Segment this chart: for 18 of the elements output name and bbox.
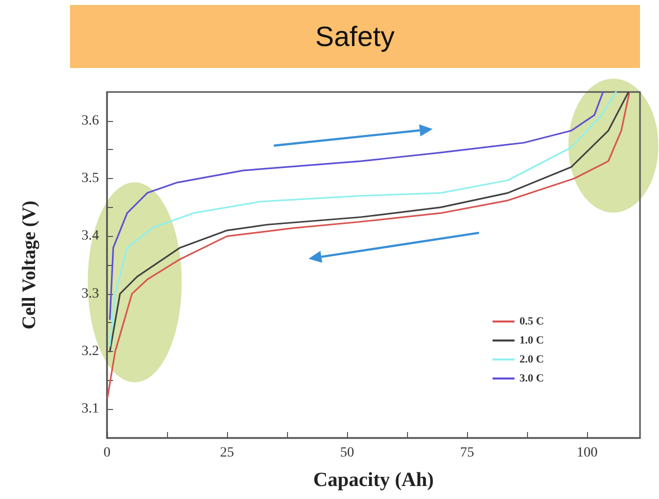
y-tick-label: 3.2 xyxy=(82,344,99,359)
y-axis-title: Cell Voltage (V) xyxy=(19,200,40,330)
chart-title: Safety xyxy=(70,5,640,68)
y-tick-label: 3.1 xyxy=(82,402,99,417)
y-tick-label: 3.4 xyxy=(82,228,99,244)
x-tick-label: 100 xyxy=(576,446,598,460)
legend-label: 1.0 C xyxy=(520,334,544,346)
x-tick-label: 50 xyxy=(340,446,354,460)
y-tick-label: 3.5 xyxy=(82,171,99,186)
legend-label: 2.0 C xyxy=(520,354,544,366)
y-tick-label: 3.3 xyxy=(82,286,99,302)
legend-label: 0.5 C xyxy=(520,316,544,328)
y-tick-label: 3.6 xyxy=(82,113,99,128)
x-axis-title: Capacity (Ah) xyxy=(313,469,434,491)
x-tick-label: 75 xyxy=(460,446,474,460)
x-tick-label: 25 xyxy=(220,446,234,460)
x-tick-label: 0 xyxy=(104,446,110,460)
legend-label: 3.0 C xyxy=(520,372,544,384)
